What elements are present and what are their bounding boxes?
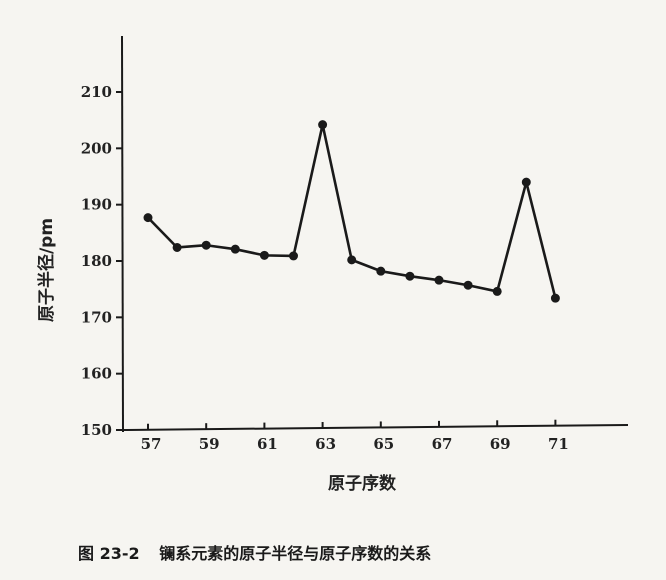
y-tick-label: 210 [81,83,112,101]
figure-caption-text: 镧系元素的原子半径与原子序数的关系 [159,544,432,563]
y-tick-label: 160 [81,365,112,383]
x-tick-label: 65 [373,435,394,453]
x-tick-label: 63 [315,435,336,453]
x-tick-label: 61 [257,435,278,453]
y-tick-label: 200 [81,139,112,157]
data-point [376,266,386,276]
data-point [492,286,502,296]
data-point [463,280,473,290]
y-tick-label: 180 [81,252,112,270]
data-point [550,293,560,303]
figure-number: 图 23-2 [78,544,140,563]
data-point [434,275,444,285]
data-point [289,251,298,261]
data-point [172,242,182,252]
data-point [521,177,531,187]
data-point [143,213,153,223]
data-point [230,244,240,254]
y-axis: 150 160 170 180 190 200 210 [81,35,124,439]
x-tick-label: 57 [141,435,162,453]
data-point [405,271,415,281]
data-point [259,250,269,260]
x-axis: 57 59 61 63 65 67 69 71 [121,419,629,453]
figure-caption: 图 23-2 镧系元素的原子半径与原子序数的关系 [78,540,445,564]
y-tick-label: 190 [81,196,112,214]
x-tick-label: 69 [490,435,511,453]
y-tick-label: 150 [81,421,112,439]
y-axis-title: 原子半径/pm [36,218,57,322]
data-point [347,255,357,265]
x-tick-label: 71 [548,435,569,453]
series-line [147,123,557,299]
x-tick-label: 67 [432,435,453,453]
y-tick-label: 170 [81,308,112,326]
data-point [318,120,328,130]
data-point [201,240,211,250]
x-axis-title: 原子序数 [328,473,397,494]
x-tick-label: 59 [199,435,220,453]
data-series [143,120,560,303]
